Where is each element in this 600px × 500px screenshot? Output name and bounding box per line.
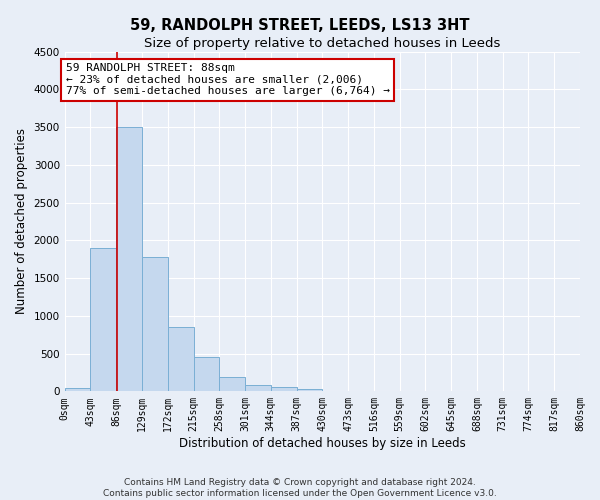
Title: Size of property relative to detached houses in Leeds: Size of property relative to detached ho… xyxy=(144,38,500,51)
Bar xyxy=(219,378,245,392)
Text: 59, RANDOLPH STREET, LEEDS, LS13 3HT: 59, RANDOLPH STREET, LEEDS, LS13 3HT xyxy=(130,18,470,32)
Y-axis label: Number of detached properties: Number of detached properties xyxy=(15,128,28,314)
Bar xyxy=(142,257,168,392)
Text: 59 RANDOLPH STREET: 88sqm
← 23% of detached houses are smaller (2,006)
77% of se: 59 RANDOLPH STREET: 88sqm ← 23% of detac… xyxy=(66,63,390,96)
X-axis label: Distribution of detached houses by size in Leeds: Distribution of detached houses by size … xyxy=(179,437,466,450)
Bar xyxy=(296,389,322,392)
Bar xyxy=(271,387,296,392)
Text: Contains HM Land Registry data © Crown copyright and database right 2024.
Contai: Contains HM Land Registry data © Crown c… xyxy=(103,478,497,498)
Bar xyxy=(91,248,116,392)
Bar xyxy=(168,327,193,392)
Bar xyxy=(245,384,271,392)
Bar xyxy=(116,127,142,392)
Bar xyxy=(65,388,91,392)
Bar xyxy=(193,356,219,392)
